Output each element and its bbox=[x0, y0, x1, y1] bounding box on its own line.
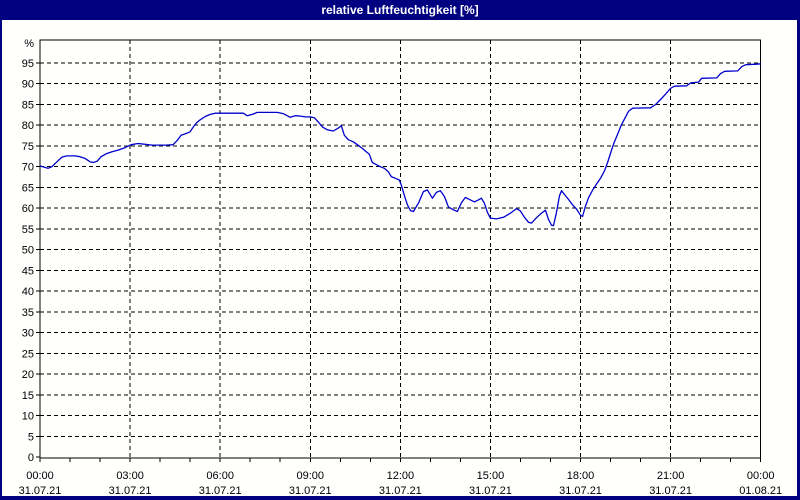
y-tick-label: 0 bbox=[28, 452, 34, 464]
y-tick-label: 40 bbox=[22, 286, 34, 298]
y-tick-label: 90 bbox=[22, 79, 34, 91]
y-tick-label: 70 bbox=[22, 162, 34, 174]
x-tick-date-label: 31.07.21 bbox=[649, 485, 692, 497]
y-tick-label: 60 bbox=[22, 203, 34, 215]
y-tick-label: 45 bbox=[22, 265, 34, 277]
y-tick-label: 10 bbox=[22, 411, 34, 423]
plot-frame bbox=[39, 39, 762, 459]
x-tick-date-label: 01.08.21 bbox=[739, 485, 782, 497]
y-axis-unit-label: % bbox=[24, 38, 34, 50]
x-tick-date-label: 31.07.21 bbox=[379, 485, 422, 497]
x-tick-date-label: 31.07.21 bbox=[109, 485, 152, 497]
x-tick-time-label: 18:00 bbox=[567, 470, 595, 482]
window-title-bar: relative Luftfeuchtigkeit [%] bbox=[0, 0, 800, 20]
x-tick-time-label: 09:00 bbox=[296, 470, 324, 482]
x-tick-time-label: 15:00 bbox=[477, 470, 505, 482]
x-tick-date-label: 31.07.21 bbox=[469, 485, 512, 497]
y-tick-label: 5 bbox=[28, 431, 34, 443]
x-tick-date-label: 31.07.21 bbox=[289, 485, 332, 497]
window-title: relative Luftfeuchtigkeit [%] bbox=[321, 3, 479, 17]
x-tick-time-label: 00:00 bbox=[747, 470, 775, 482]
y-tick-label: 65 bbox=[22, 182, 34, 194]
y-tick-label: 20 bbox=[22, 369, 34, 381]
x-tick-time-label: 21:00 bbox=[657, 470, 685, 482]
x-tick-time-label: 00:00 bbox=[26, 470, 54, 482]
y-tick-label: 15 bbox=[22, 390, 34, 402]
humidity-series-line bbox=[39, 63, 761, 227]
x-tick-date-label: 31.07.21 bbox=[199, 485, 242, 497]
y-tick-label: 35 bbox=[22, 307, 34, 319]
y-tick-label: 25 bbox=[22, 348, 34, 360]
y-tick-label: 75 bbox=[22, 141, 34, 153]
x-tick-date-label: 31.07.21 bbox=[559, 485, 602, 497]
y-tick-label: 80 bbox=[22, 120, 34, 132]
y-tick-label: 30 bbox=[22, 328, 34, 340]
x-tick-time-label: 12:00 bbox=[387, 470, 415, 482]
y-tick-label: 55 bbox=[22, 224, 34, 236]
x-tick-date-label: 31.07.21 bbox=[19, 485, 62, 497]
y-tick-label: 95 bbox=[22, 58, 34, 70]
y-tick-label: 50 bbox=[22, 245, 34, 257]
x-tick-time-label: 03:00 bbox=[116, 470, 144, 482]
x-tick-time-label: 06:00 bbox=[206, 470, 234, 482]
y-tick-label: 85 bbox=[22, 99, 34, 111]
chart-panel bbox=[2, 20, 797, 496]
